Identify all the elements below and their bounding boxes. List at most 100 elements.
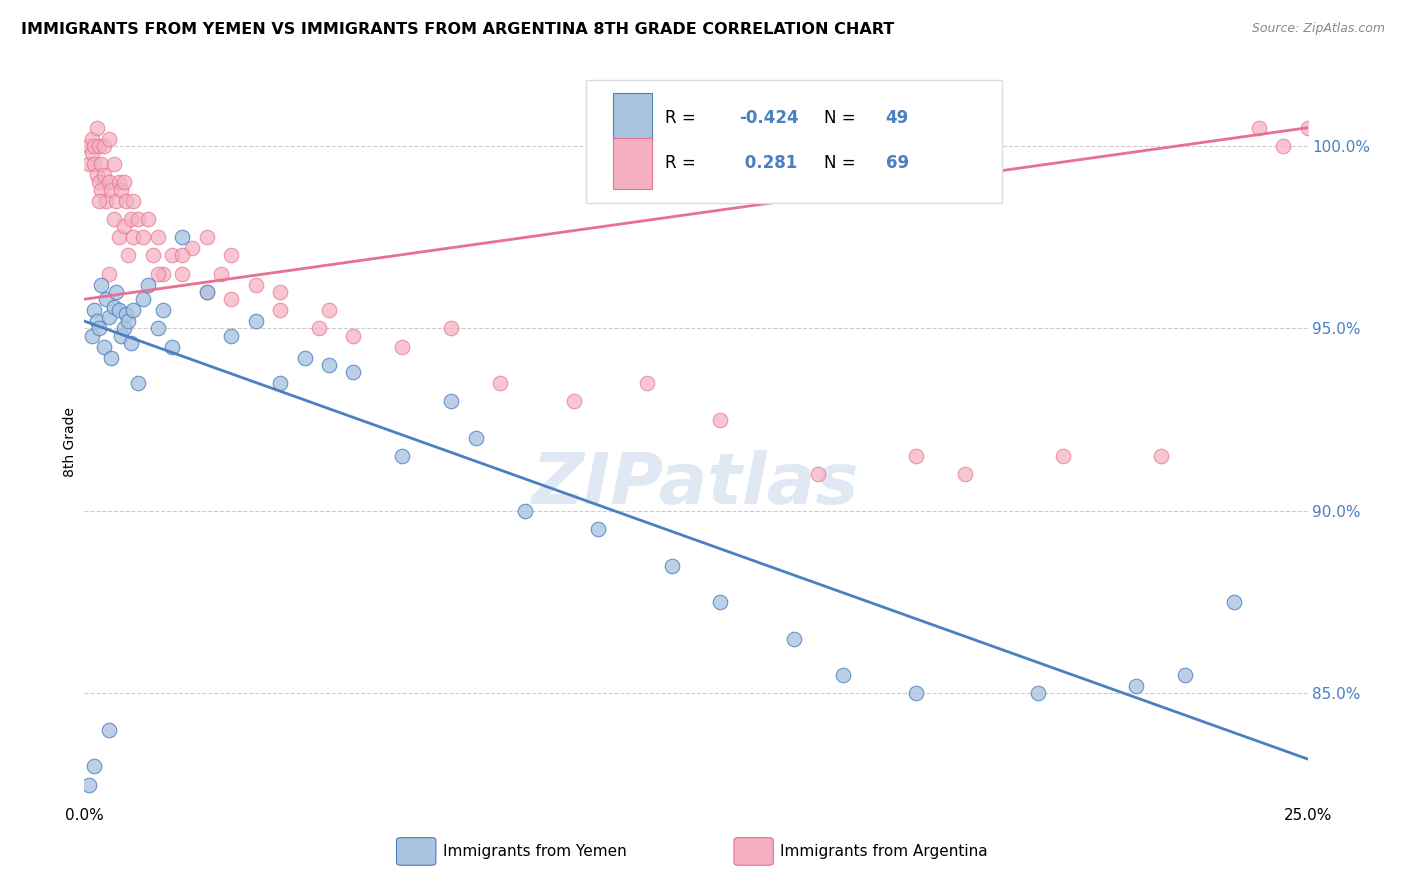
Point xyxy=(464,431,486,445)
Point xyxy=(172,230,194,244)
Point xyxy=(107,176,129,190)
Point xyxy=(90,183,112,197)
Point xyxy=(122,303,145,318)
Point xyxy=(83,157,105,171)
Point xyxy=(87,321,110,335)
Point xyxy=(162,340,184,354)
Point xyxy=(562,394,585,409)
Point xyxy=(146,267,169,281)
FancyBboxPatch shape xyxy=(613,138,652,189)
Point xyxy=(318,358,340,372)
Point xyxy=(513,504,536,518)
Point xyxy=(105,285,128,299)
Text: 49: 49 xyxy=(886,109,908,127)
Point xyxy=(77,778,100,792)
Point xyxy=(87,194,110,208)
Point xyxy=(1052,449,1074,463)
Text: N =: N = xyxy=(824,154,862,172)
Point xyxy=(440,394,463,409)
Text: -0.424: -0.424 xyxy=(738,109,799,127)
Point xyxy=(269,303,291,318)
Point xyxy=(112,321,135,335)
Point xyxy=(342,365,364,379)
Point xyxy=(115,194,138,208)
Text: R =: R = xyxy=(665,154,702,172)
Point xyxy=(112,176,135,190)
Point xyxy=(1174,668,1197,682)
Point xyxy=(308,321,330,335)
Point xyxy=(132,230,155,244)
Point xyxy=(172,267,194,281)
Point xyxy=(391,340,413,354)
Point xyxy=(90,157,112,171)
Point xyxy=(195,285,218,299)
Point xyxy=(127,376,149,391)
Point xyxy=(122,230,145,244)
Point xyxy=(1150,449,1173,463)
Point xyxy=(117,248,139,262)
Point xyxy=(80,328,103,343)
Point xyxy=(86,120,108,135)
Point xyxy=(110,328,132,343)
Point xyxy=(1125,679,1147,693)
FancyBboxPatch shape xyxy=(586,80,1002,203)
Point xyxy=(1028,686,1050,700)
Point xyxy=(105,194,128,208)
Point xyxy=(807,467,830,482)
Point xyxy=(1247,120,1270,135)
Point xyxy=(127,211,149,226)
Point xyxy=(107,230,129,244)
Point xyxy=(93,139,115,153)
Text: Immigrants from Argentina: Immigrants from Argentina xyxy=(780,845,988,859)
Point xyxy=(100,183,122,197)
Text: 0.281: 0.281 xyxy=(738,154,797,172)
Point xyxy=(294,351,316,365)
Point xyxy=(100,351,122,365)
Point xyxy=(146,230,169,244)
Point xyxy=(97,131,120,145)
Point xyxy=(172,248,194,262)
Point xyxy=(586,522,609,536)
Point xyxy=(87,139,110,153)
Point xyxy=(80,146,103,161)
Point xyxy=(97,723,120,737)
Point xyxy=(80,131,103,145)
Point xyxy=(96,292,118,306)
FancyBboxPatch shape xyxy=(613,93,652,143)
Point xyxy=(117,314,139,328)
Point xyxy=(90,277,112,292)
Text: N =: N = xyxy=(824,109,862,127)
Point xyxy=(661,558,683,573)
Point xyxy=(440,321,463,335)
Point xyxy=(132,292,155,306)
Point xyxy=(142,248,165,262)
Point xyxy=(195,285,218,299)
Point xyxy=(103,300,125,314)
Point xyxy=(783,632,806,646)
Point xyxy=(219,248,242,262)
Point xyxy=(219,328,242,343)
Point xyxy=(93,340,115,354)
Point xyxy=(1296,120,1319,135)
Point xyxy=(107,303,129,318)
Point xyxy=(83,139,105,153)
Point xyxy=(709,595,731,609)
Point xyxy=(115,307,138,321)
Point xyxy=(86,168,108,182)
Point xyxy=(103,211,125,226)
Point xyxy=(318,303,340,318)
Text: IMMIGRANTS FROM YEMEN VS IMMIGRANTS FROM ARGENTINA 8TH GRADE CORRELATION CHART: IMMIGRANTS FROM YEMEN VS IMMIGRANTS FROM… xyxy=(21,22,894,37)
Point xyxy=(219,292,242,306)
Point xyxy=(152,267,174,281)
Text: Immigrants from Yemen: Immigrants from Yemen xyxy=(443,845,627,859)
Point xyxy=(77,139,100,153)
Point xyxy=(391,449,413,463)
Point xyxy=(96,194,118,208)
Point xyxy=(905,449,928,463)
Point xyxy=(86,314,108,328)
Point xyxy=(87,176,110,190)
Point xyxy=(195,230,218,244)
Point xyxy=(97,176,120,190)
Point xyxy=(245,277,267,292)
Point xyxy=(489,376,512,391)
